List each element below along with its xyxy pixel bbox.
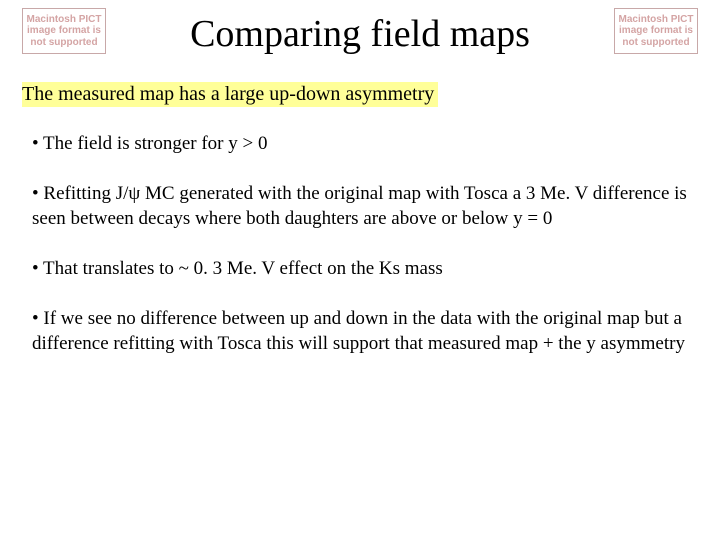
bullet-item: • The field is stronger for y > 0 bbox=[32, 132, 688, 156]
slide-body: • The field is stronger for y > 0 • Refi… bbox=[32, 132, 688, 382]
slide-subtitle-highlight: The measured map has a large up-down asy… bbox=[22, 82, 438, 107]
bullet-item: • Refitting J/ψ MC generated with the or… bbox=[32, 182, 688, 231]
bullet-item: • If we see no difference between up and… bbox=[32, 307, 688, 356]
bullet-item: • That translates to ~ 0. 3 Me. V effect… bbox=[32, 257, 688, 281]
slide-title: Comparing field maps bbox=[0, 12, 720, 56]
